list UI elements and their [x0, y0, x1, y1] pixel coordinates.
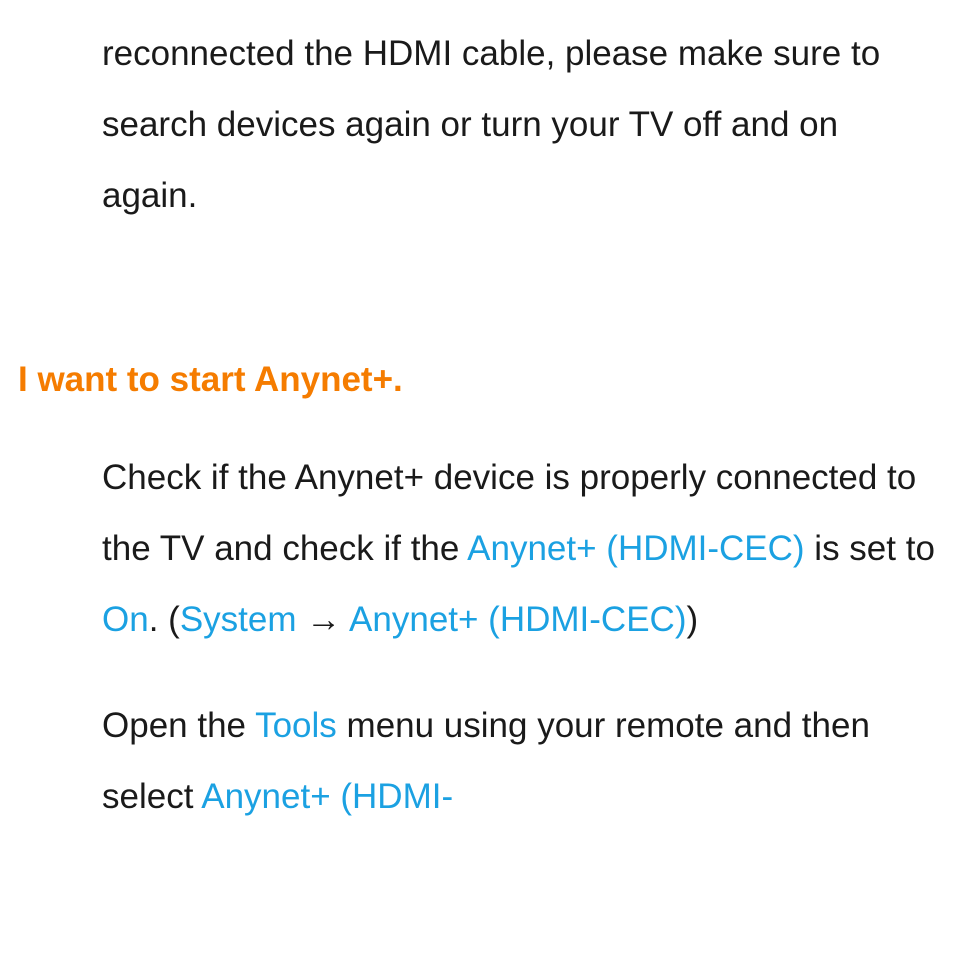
body-text: ) — [686, 600, 698, 639]
arrow-icon: → — [297, 600, 350, 639]
menu-value-on: On — [102, 600, 149, 639]
menu-path-anynet-hdmi-cec-2: Anynet+ (HDMI-CEC) — [349, 600, 686, 639]
body-text: . ( — [149, 600, 180, 639]
menu-path-system: System — [180, 600, 297, 639]
manual-page: reconnected the HDMI cable, please make … — [0, 0, 954, 832]
paragraph-open-tools: Open the Tools menu using your remote an… — [102, 690, 944, 832]
section-heading-start-anynet: I want to start Anynet+. — [18, 355, 954, 404]
body-text: is set to — [805, 529, 935, 568]
body-text: Open the — [102, 706, 255, 745]
menu-tools: Tools — [255, 706, 337, 745]
paragraph-check-connection: Check if the Anynet+ device is properly … — [102, 442, 944, 655]
menu-anynet-hdmi-partial: Anynet+ (HDMI- — [201, 777, 453, 816]
paragraph-continuation: reconnected the HDMI cable, please make … — [102, 18, 914, 231]
menu-path-anynet-hdmi-cec: Anynet+ (HDMI-CEC) — [467, 529, 804, 568]
